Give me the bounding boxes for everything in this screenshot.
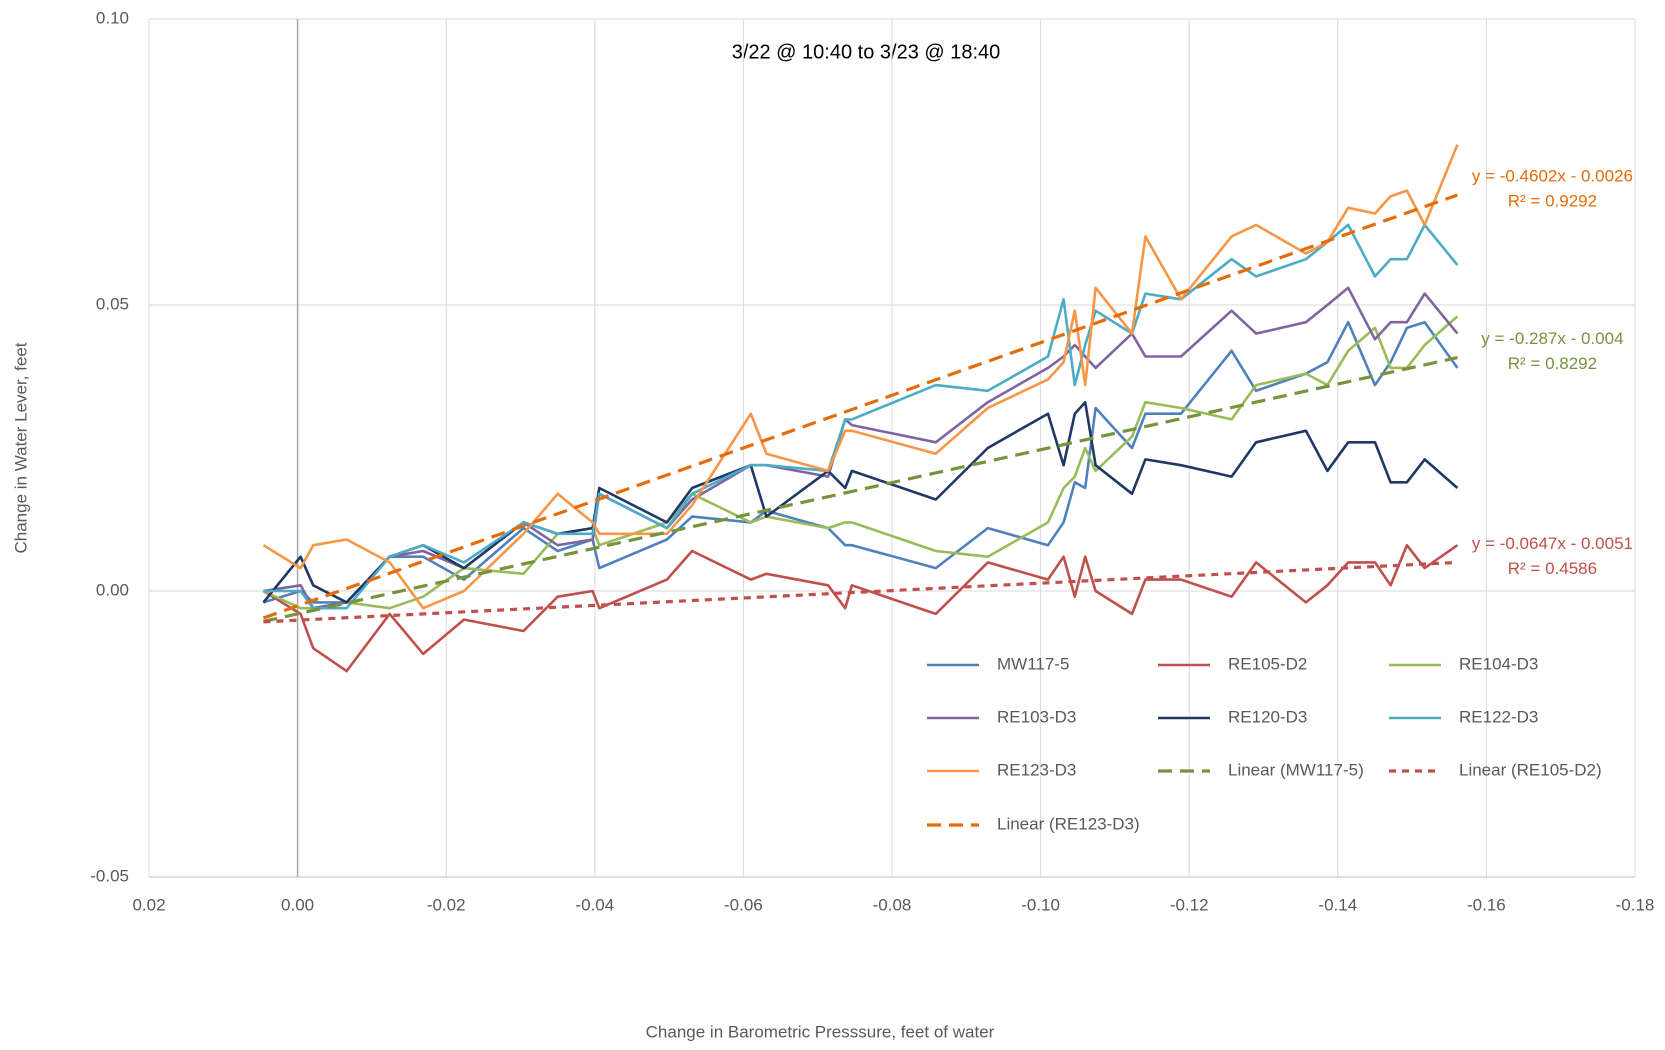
trendline-equation: y = -0.287x - 0.004 (1481, 329, 1623, 348)
legend-label: RE104-D3 (1459, 654, 1538, 673)
series-line (262, 543, 1459, 673)
x-tick-label: -0.14 (1318, 895, 1357, 914)
trendline-equation: y = -0.0647x - 0.0051 (1472, 534, 1633, 553)
x-tick-label: -0.10 (1021, 895, 1060, 914)
trendline-r2: R² = 0.8292 (1508, 354, 1597, 373)
x-tick-label: 0.02 (132, 895, 165, 914)
series-line (262, 400, 1459, 604)
trendline-equation: y = -0.4602x - 0.0026 (1472, 166, 1633, 185)
trendline (262, 193, 1458, 620)
y-tick-label: 0.10 (96, 8, 129, 27)
legend-label: RE105-D2 (1228, 654, 1307, 673)
legend-label: RE120-D3 (1228, 707, 1307, 726)
legend-label: Linear (RE105-D2) (1459, 760, 1602, 779)
legend-label: RE122-D3 (1459, 707, 1538, 726)
x-tick-label: -0.04 (575, 895, 614, 914)
annotation: 3/22 @ 10:40 to 3/23 @ 18:40 (732, 41, 1001, 63)
legend-label: RE123-D3 (997, 760, 1076, 779)
x-tick-label: -0.08 (873, 895, 912, 914)
legend-label: Linear (RE123-D3) (997, 814, 1140, 833)
x-tick-label: -0.16 (1467, 895, 1506, 914)
series-line (262, 144, 1459, 610)
series-line (262, 315, 1459, 610)
x-tick-label: -0.02 (427, 895, 466, 914)
x-tick-label: -0.06 (724, 895, 763, 914)
series-line (263, 320, 1459, 604)
y-tick-label: 0.05 (96, 294, 129, 313)
y-tick-label: -0.05 (90, 866, 129, 885)
x-tick-label: -0.18 (1616, 895, 1655, 914)
legend-label: MW117-5 (997, 654, 1069, 673)
x-tick-label: -0.12 (1170, 895, 1209, 914)
trendline-r2: R² = 0.9292 (1508, 191, 1597, 210)
y-axis-title: Change in Water Lever, feet (11, 342, 30, 553)
trendline-r2: R² = 0.4586 (1508, 559, 1597, 578)
x-axis-title: Change in Barometric Presssure, feet of … (646, 1022, 995, 1041)
y-tick-label: 0.00 (96, 580, 129, 599)
trendline (263, 356, 1458, 623)
trendline (263, 560, 1458, 624)
legend-label: Linear (MW117-5) (1228, 760, 1364, 779)
x-tick-label: 0.00 (281, 895, 314, 914)
legend-label: RE103-D3 (997, 707, 1076, 726)
